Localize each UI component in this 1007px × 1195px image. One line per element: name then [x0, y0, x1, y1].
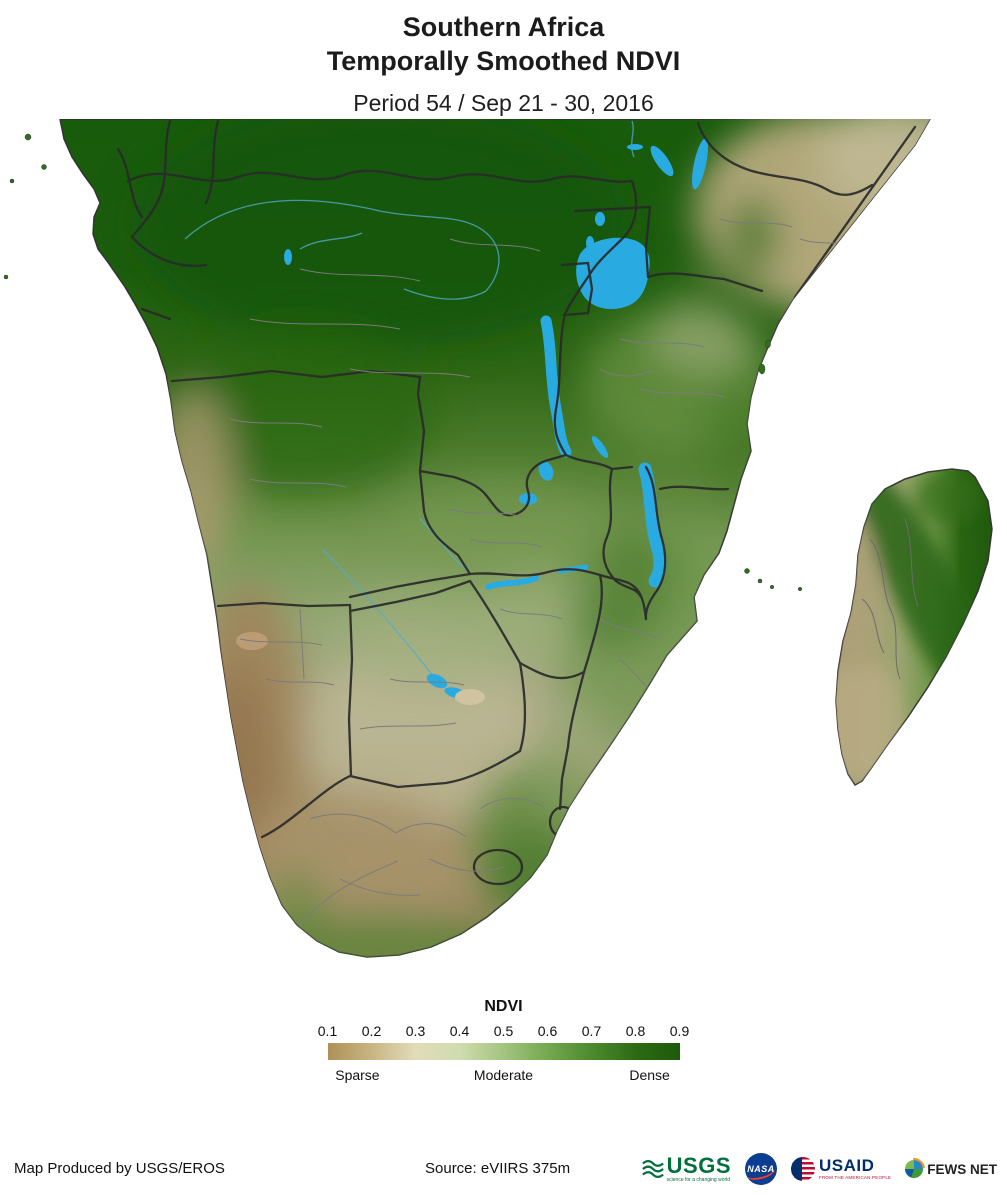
legend-label-dense: Dense — [629, 1067, 670, 1083]
lakes — [284, 138, 708, 699]
lake-mai-ndombe — [284, 249, 292, 265]
fews-net-logo: FEWS NET — [905, 1160, 997, 1178]
admin-borders — [229, 218, 873, 926]
lake-mweru — [538, 461, 554, 481]
makgadikgadi-pan — [455, 689, 485, 705]
fews-net-wordmark: FEWS NET — [927, 1161, 997, 1177]
usgs-wave-icon — [641, 1160, 664, 1178]
lake-edward — [595, 212, 605, 226]
legend-tick: 0.4 — [449, 1023, 470, 1039]
lake-albert — [650, 145, 674, 177]
legend-gradient-bar — [327, 1043, 680, 1060]
lake-kivu — [586, 236, 594, 250]
small-islands — [3, 133, 803, 592]
usgs-wordmark: USGS — [666, 1153, 732, 1178]
pemba-island — [765, 339, 771, 349]
okavango-delta — [426, 673, 448, 689]
ndvi-map — [0, 119, 1007, 994]
legend-tick: 0.3 — [405, 1023, 426, 1039]
lake-rukwa — [591, 436, 609, 458]
source-text: Source: eVIIRS 375m — [425, 1160, 571, 1177]
legend-label-moderate: Moderate — [473, 1067, 534, 1083]
fews-globe-icon — [905, 1160, 924, 1178]
legend-tick: 0.9 — [669, 1023, 690, 1039]
legend-label-sparse: Sparse — [335, 1067, 380, 1083]
comoros-islands — [757, 578, 763, 584]
nasa-logo: NASA — [745, 1153, 778, 1185]
legend-tick: 0.6 — [537, 1023, 558, 1039]
zanzibar-island — [758, 363, 766, 375]
page-title: Southern Africa Temporally Smoothed NDVI — [0, 10, 1007, 78]
legend-tick: 0.8 — [625, 1023, 646, 1039]
ndvi-legend: NDVI 0.1 0.2 0.3 0.4 0.5 0.6 0.7 0.8 0.9… — [318, 998, 689, 1089]
legend-tick: 0.5 — [493, 1023, 514, 1039]
usaid-wordmark: USAID — [819, 1156, 875, 1176]
title-line-2: Temporally Smoothed NDVI — [326, 46, 681, 76]
map-footer: Map Produced by USGS/EROS Source: eVIIRS… — [0, 1139, 1007, 1195]
legend-title: NDVI — [484, 998, 523, 1015]
produced-by-text: Map Produced by USGS/EROS — [14, 1160, 225, 1177]
usgs-logo: USGS science for a changing world — [641, 1155, 731, 1183]
agency-logos: USGS science for a changing world NASA U… — [641, 1153, 997, 1185]
country-borders — [116, 119, 917, 886]
lake-victoria — [576, 237, 650, 310]
map-header: Southern Africa Temporally Smoothed NDVI… — [0, 0, 1007, 117]
legend-tick: 0.2 — [361, 1023, 382, 1039]
lesotho-border — [472, 848, 524, 886]
comoros-islands — [769, 584, 775, 590]
legend-tick: 0.7 — [581, 1023, 602, 1039]
lake-kariba — [485, 575, 539, 590]
period-subtitle: Period 54 / Sep 21 - 30, 2016 — [353, 90, 654, 116]
legend-ticks: 0.1 0.2 0.3 0.4 0.5 0.6 0.7 0.8 0.9 — [318, 1023, 689, 1043]
usaid-logo: USAID FROM THE AMERICAN PEOPLE — [791, 1157, 891, 1181]
lake-turkana — [692, 138, 708, 190]
lake-malawi — [638, 462, 667, 588]
legend-labels: Sparse Moderate Dense — [328, 1067, 680, 1089]
nasa-wordmark: NASA — [747, 1164, 775, 1174]
legend-tick: 0.1 — [317, 1023, 338, 1039]
usgs-tagline: science for a changing world — [666, 1177, 731, 1183]
usaid-tagline: FROM THE AMERICAN PEOPLE — [819, 1175, 892, 1181]
comoros-islands — [744, 568, 750, 574]
lake-kyoga — [627, 144, 643, 150]
title-line-1: Southern Africa — [402, 12, 605, 42]
usaid-flag-icon — [791, 1157, 816, 1181]
